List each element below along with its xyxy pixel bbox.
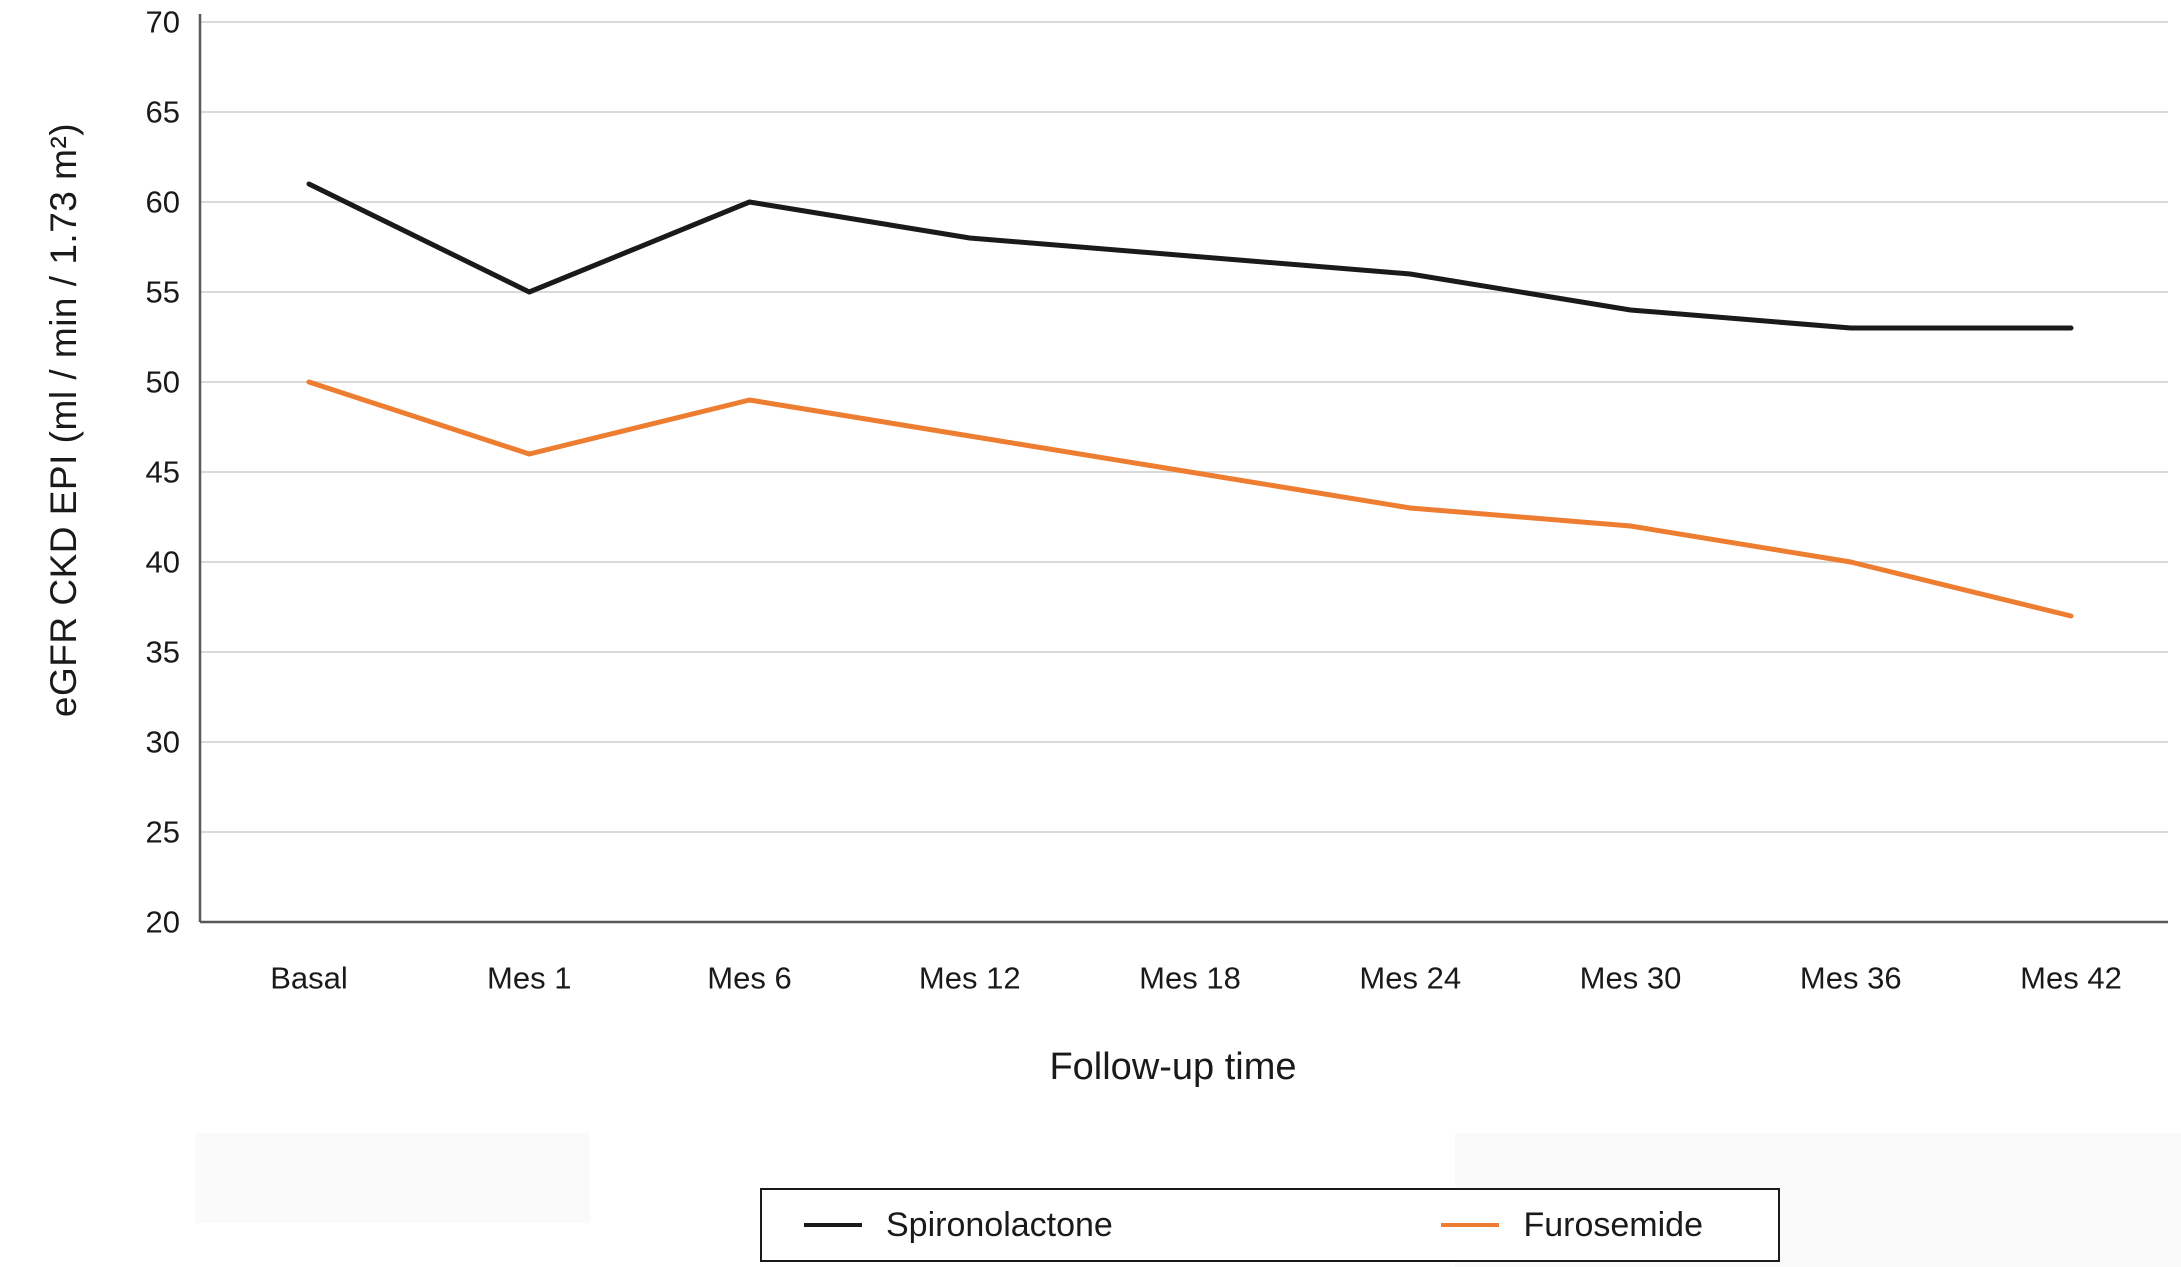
legend-item-furosemide: Furosemide [1441,1206,1703,1245]
x-tick-label: Mes 36 [1800,961,1902,996]
y-tick-label: 40 [146,545,180,580]
y-tick-label: 35 [146,635,180,670]
y-tick-label: 25 [146,815,180,850]
y-tick-label: 45 [146,455,180,490]
legend: Spironolactone Furosemide [760,1188,1780,1262]
gridlines [200,21,2168,833]
legend-label: Spironolactone [886,1205,1113,1244]
x-tick-label: Mes 18 [1139,961,1241,996]
x-tick-label: Basal [270,961,348,996]
x-axis-tick-labels: Basal Mes 1 Mes 6 Mes 12 Mes 18 Mes 24 Mes 30 M… [270,961,2122,996]
y-axis-title-text: eGFR CKD EPI (ml / min / 1.73 m²) [43,122,84,718]
x-axis-title: Follow-up time [1049,1046,1297,1088]
legend-item-spironolactone: Spironolactone [804,1206,1113,1245]
x-tick-label: Mes 24 [1359,961,1461,996]
x-tick-label: Mes 30 [1580,961,1682,996]
x-tick-label: Mes 42 [2020,961,2122,996]
y-tick-label: 55 [146,275,180,310]
y-tick-label: 60 [146,185,180,220]
series-line-furosemide [306,379,2074,619]
y-tick-label: 70 [146,5,180,40]
y-tick-label: 30 [146,725,180,760]
legend-label: Furosemide [1523,1205,1703,1244]
y-axis-tick-labels: 20 25 30 35 40 45 50 55 60 65 70 [146,5,180,940]
legend-line-swatch [804,1223,862,1227]
y-tick-label: 20 [146,905,180,940]
series-line-spironolactone [306,181,2074,331]
y-tick-label: 50 [146,365,180,400]
scan-artifact-left [195,1133,590,1223]
x-tick-label: Mes 1 [487,961,571,996]
x-tick-label: Mes 12 [919,961,1021,996]
legend-line-swatch [1441,1223,1500,1227]
x-tick-label: Mes 6 [707,961,791,996]
y-tick-label: 65 [146,95,180,130]
